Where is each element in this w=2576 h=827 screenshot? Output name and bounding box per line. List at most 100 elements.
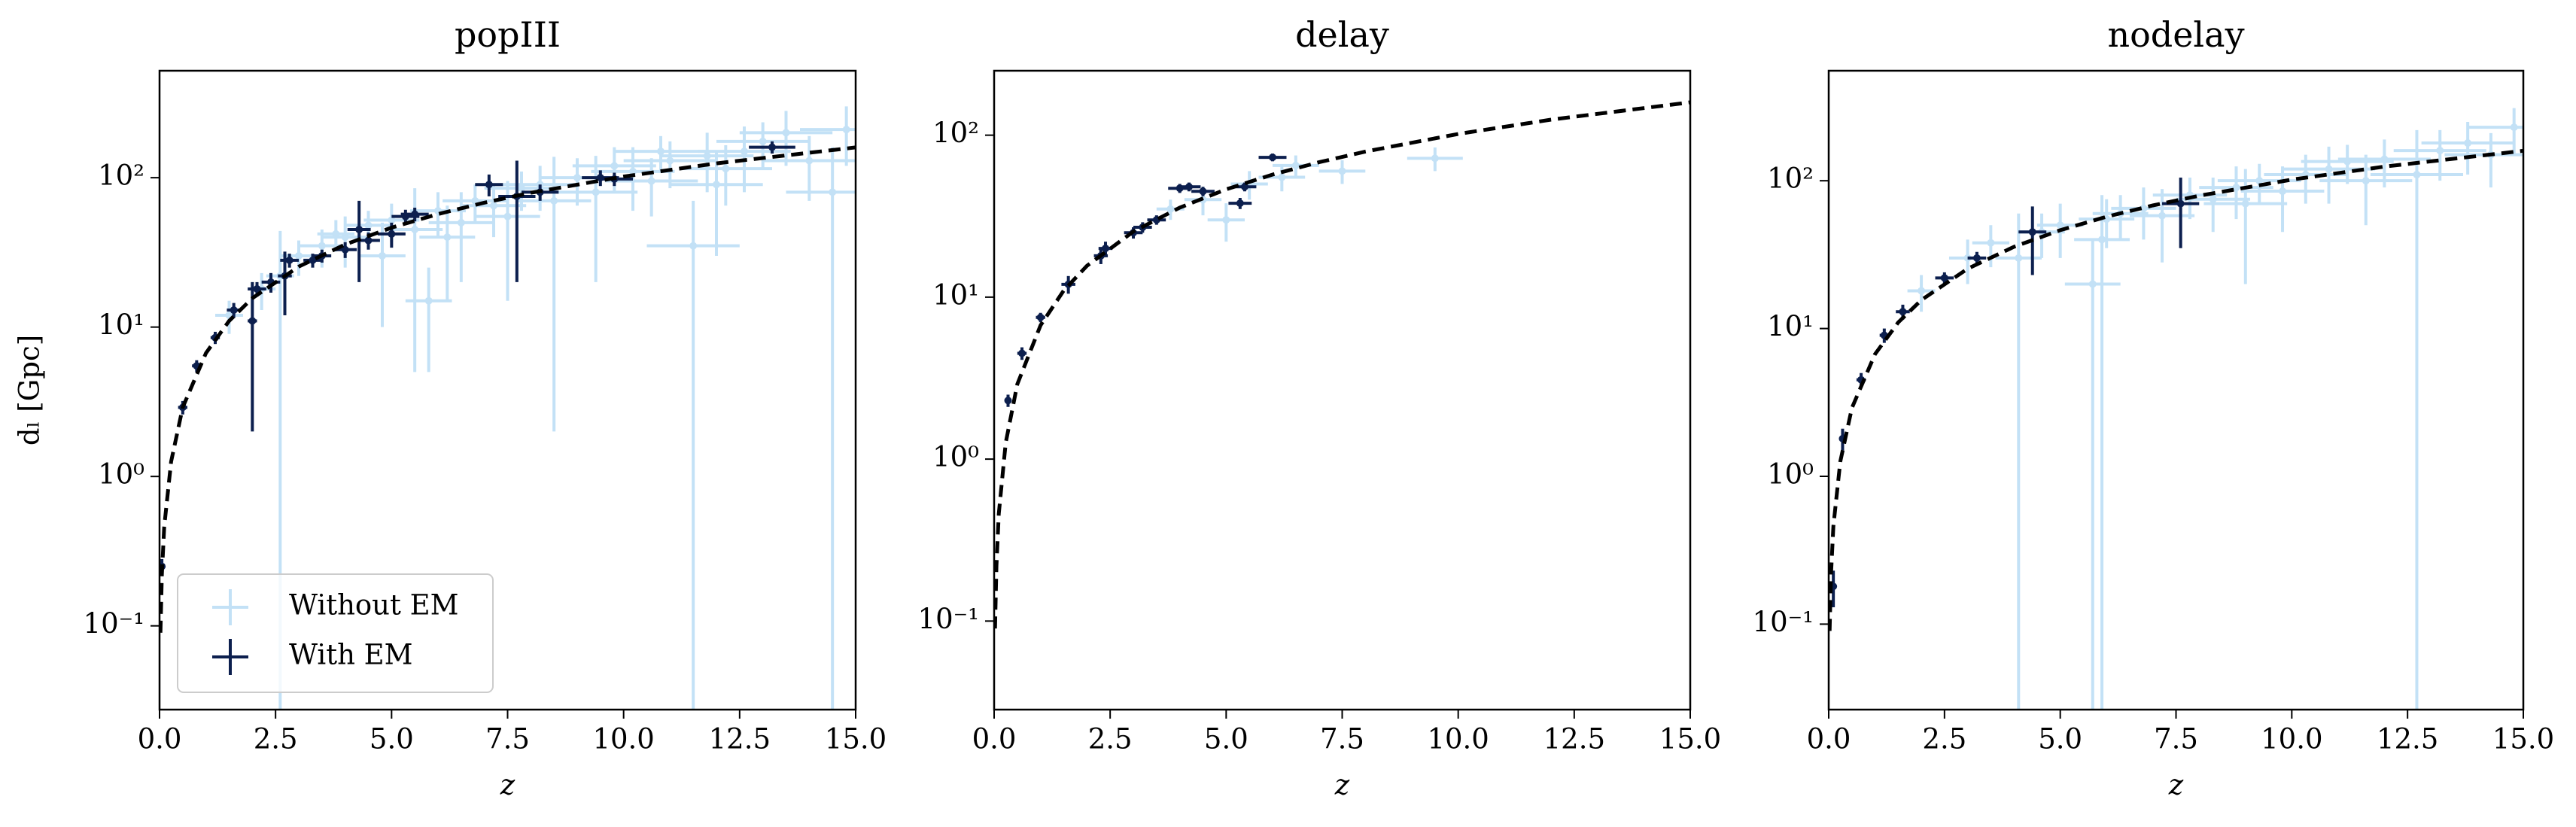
- point: [573, 174, 581, 182]
- legend: Without EM With EM: [177, 573, 494, 693]
- point: [610, 162, 619, 170]
- point: [2343, 157, 2352, 166]
- point: [1291, 161, 1300, 169]
- x-tick-label: 0.0: [1807, 723, 1851, 756]
- y-tick-label: 10¹: [1767, 310, 1814, 342]
- plot-area: [1829, 108, 2523, 710]
- point: [1987, 239, 1995, 247]
- point: [592, 188, 600, 196]
- x-tick-label: 12.5: [1543, 723, 1605, 756]
- point: [1338, 167, 1346, 175]
- y-tick-label: 10¹: [98, 309, 144, 341]
- point: [341, 245, 349, 254]
- point: [379, 251, 386, 260]
- point: [230, 306, 238, 315]
- panel: 0.0 2.5 5.0 7.5 10.0 12.5 15.0 10⁻¹ 10⁰ 10¹ 10² pop…: [14, 14, 887, 801]
- panel: 0.0 2.5 5.0 7.5 10.0 12.5 15.0 10⁻¹ 10⁰ 10¹ 10² del…: [918, 14, 1722, 801]
- x-tick-label: 7.5: [485, 723, 530, 756]
- point: [388, 216, 396, 224]
- point: [1004, 397, 1012, 405]
- x-tick-label: 10.0: [1427, 723, 1489, 756]
- point: [1236, 199, 1244, 208]
- x-tick-label: 0.0: [138, 723, 182, 756]
- chart-title: nodelay: [2107, 14, 2244, 55]
- point: [2209, 195, 2217, 203]
- point: [2158, 211, 2167, 220]
- x-tick-label: 2.5: [1922, 723, 1966, 756]
- point: [503, 212, 512, 220]
- point: [2140, 204, 2148, 212]
- chart-title: popIII: [455, 14, 561, 55]
- point: [1018, 349, 1026, 357]
- point: [411, 225, 419, 233]
- point: [768, 143, 776, 151]
- point: [1199, 187, 1207, 196]
- point: [332, 230, 340, 238]
- y-tick-label: 10⁻¹: [84, 607, 144, 640]
- point: [657, 147, 665, 156]
- x-axis-label: z: [2168, 769, 2184, 801]
- point: [2241, 199, 2249, 208]
- point: [2464, 139, 2472, 147]
- point: [741, 147, 748, 156]
- x-tick-label: 5.0: [1204, 723, 1248, 756]
- x-tick-label: 5.0: [370, 723, 414, 756]
- point: [842, 126, 850, 134]
- legend-label: Without EM: [289, 589, 459, 622]
- x-axis-label: z: [1334, 769, 1350, 801]
- point: [388, 230, 396, 238]
- point: [2279, 187, 2287, 196]
- point: [309, 256, 317, 264]
- point: [689, 242, 698, 250]
- point: [1940, 274, 1948, 282]
- y-axis-label: dₗ [Gpc]: [14, 335, 46, 445]
- x-tick-label: 15.0: [1659, 723, 1721, 756]
- point: [457, 218, 465, 227]
- point: [364, 221, 373, 230]
- x-tick-label: 7.5: [2154, 723, 2198, 756]
- x-tick-label: 10.0: [2261, 723, 2322, 756]
- legend-marker: [212, 589, 248, 625]
- point: [490, 202, 497, 210]
- point: [2413, 171, 2421, 179]
- y-tick-label: 10⁰: [932, 441, 979, 473]
- plot-area: [160, 106, 856, 710]
- point: [2028, 228, 2036, 236]
- point: [1102, 245, 1109, 253]
- series: [1156, 147, 1463, 242]
- x-tick-label: 12.5: [2377, 723, 2438, 756]
- model-curve: [160, 145, 856, 633]
- y-tick-label: 10⁻¹: [1753, 606, 1814, 638]
- y-tick-label: 10⁰: [98, 458, 144, 491]
- point: [285, 256, 293, 264]
- point: [1899, 308, 1907, 316]
- point: [550, 196, 558, 205]
- point: [759, 137, 767, 145]
- point: [2255, 177, 2264, 185]
- x-tick-label: 7.5: [1320, 723, 1364, 756]
- point: [2380, 155, 2389, 163]
- point: [424, 296, 433, 305]
- point: [295, 251, 303, 260]
- series: [215, 106, 856, 710]
- series: [1907, 108, 2523, 710]
- y-tick-label: 10²: [1767, 163, 1814, 195]
- point: [1431, 154, 1439, 163]
- x-tick-label: 0.0: [972, 723, 1017, 756]
- y-tick-label: 10²: [932, 117, 979, 149]
- point: [1278, 173, 1286, 181]
- point: [1036, 313, 1045, 321]
- series: [1829, 178, 2200, 608]
- point: [2056, 221, 2064, 230]
- point: [2325, 165, 2333, 173]
- point: [805, 157, 814, 165]
- legend-box: [177, 573, 494, 693]
- x-tick-label: 15.0: [825, 723, 887, 756]
- y-tick-label: 10⁻¹: [918, 603, 979, 635]
- x-tick-label: 10.0: [592, 723, 654, 756]
- point: [518, 184, 525, 193]
- point: [1185, 183, 1193, 191]
- plot-area: [994, 100, 1690, 629]
